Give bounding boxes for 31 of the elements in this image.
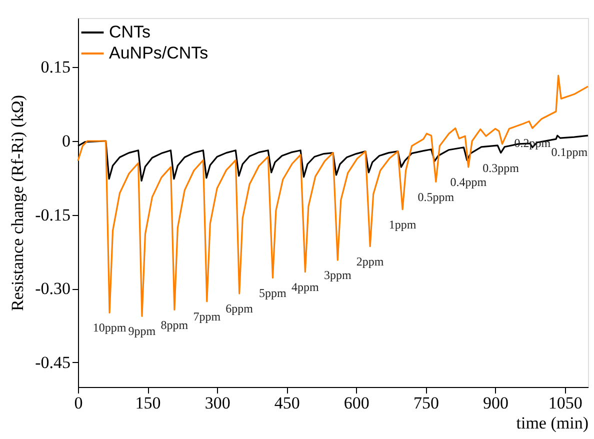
y-tick-label: -0.30 <box>35 279 70 298</box>
annotation: 7ppm <box>193 309 222 324</box>
x-tick-label: 600 <box>344 394 370 412</box>
annotation: 0.5ppm <box>418 190 455 204</box>
annotation: 2ppm <box>356 254 384 268</box>
x-tick-label: 900 <box>483 394 509 412</box>
annotation: 4ppm <box>292 280 320 294</box>
y-tick-label: -0.15 <box>35 205 70 224</box>
x-tick-label: 150 <box>135 394 161 412</box>
x-tick-label: 1050 <box>548 394 582 412</box>
annotation: 6ppm <box>226 302 254 316</box>
x-tick-label: 0 <box>74 394 83 412</box>
y-axis-title: Resistance change (Rf-Ri) (kΩ) <box>8 94 28 312</box>
y-tick-label: 0 <box>62 132 70 150</box>
x-tick-label: 300 <box>204 394 230 412</box>
annotation: 3ppm <box>324 268 352 282</box>
legend-label: AuNPs/CNTs <box>109 44 208 62</box>
annotation: 10ppm <box>92 320 127 335</box>
annotation: 1ppm <box>388 217 417 232</box>
annotation: 0.1ppm <box>551 145 588 160</box>
x-tick-label: 450 <box>274 394 300 412</box>
legend-label: CNTs <box>109 22 151 42</box>
annotation: 9ppm <box>128 324 156 338</box>
annotation: 8ppm <box>160 318 189 332</box>
annotation: 0.4ppm <box>450 175 488 190</box>
annotation: 0.3ppm <box>482 160 520 175</box>
x-axis-title: time (min) <box>516 414 588 432</box>
y-tick-label: 0.15 <box>40 58 70 77</box>
y-tick-label: -0.45 <box>35 352 70 372</box>
annotation: 5ppm <box>259 286 288 300</box>
x-tick-label: 750 <box>413 394 439 412</box>
